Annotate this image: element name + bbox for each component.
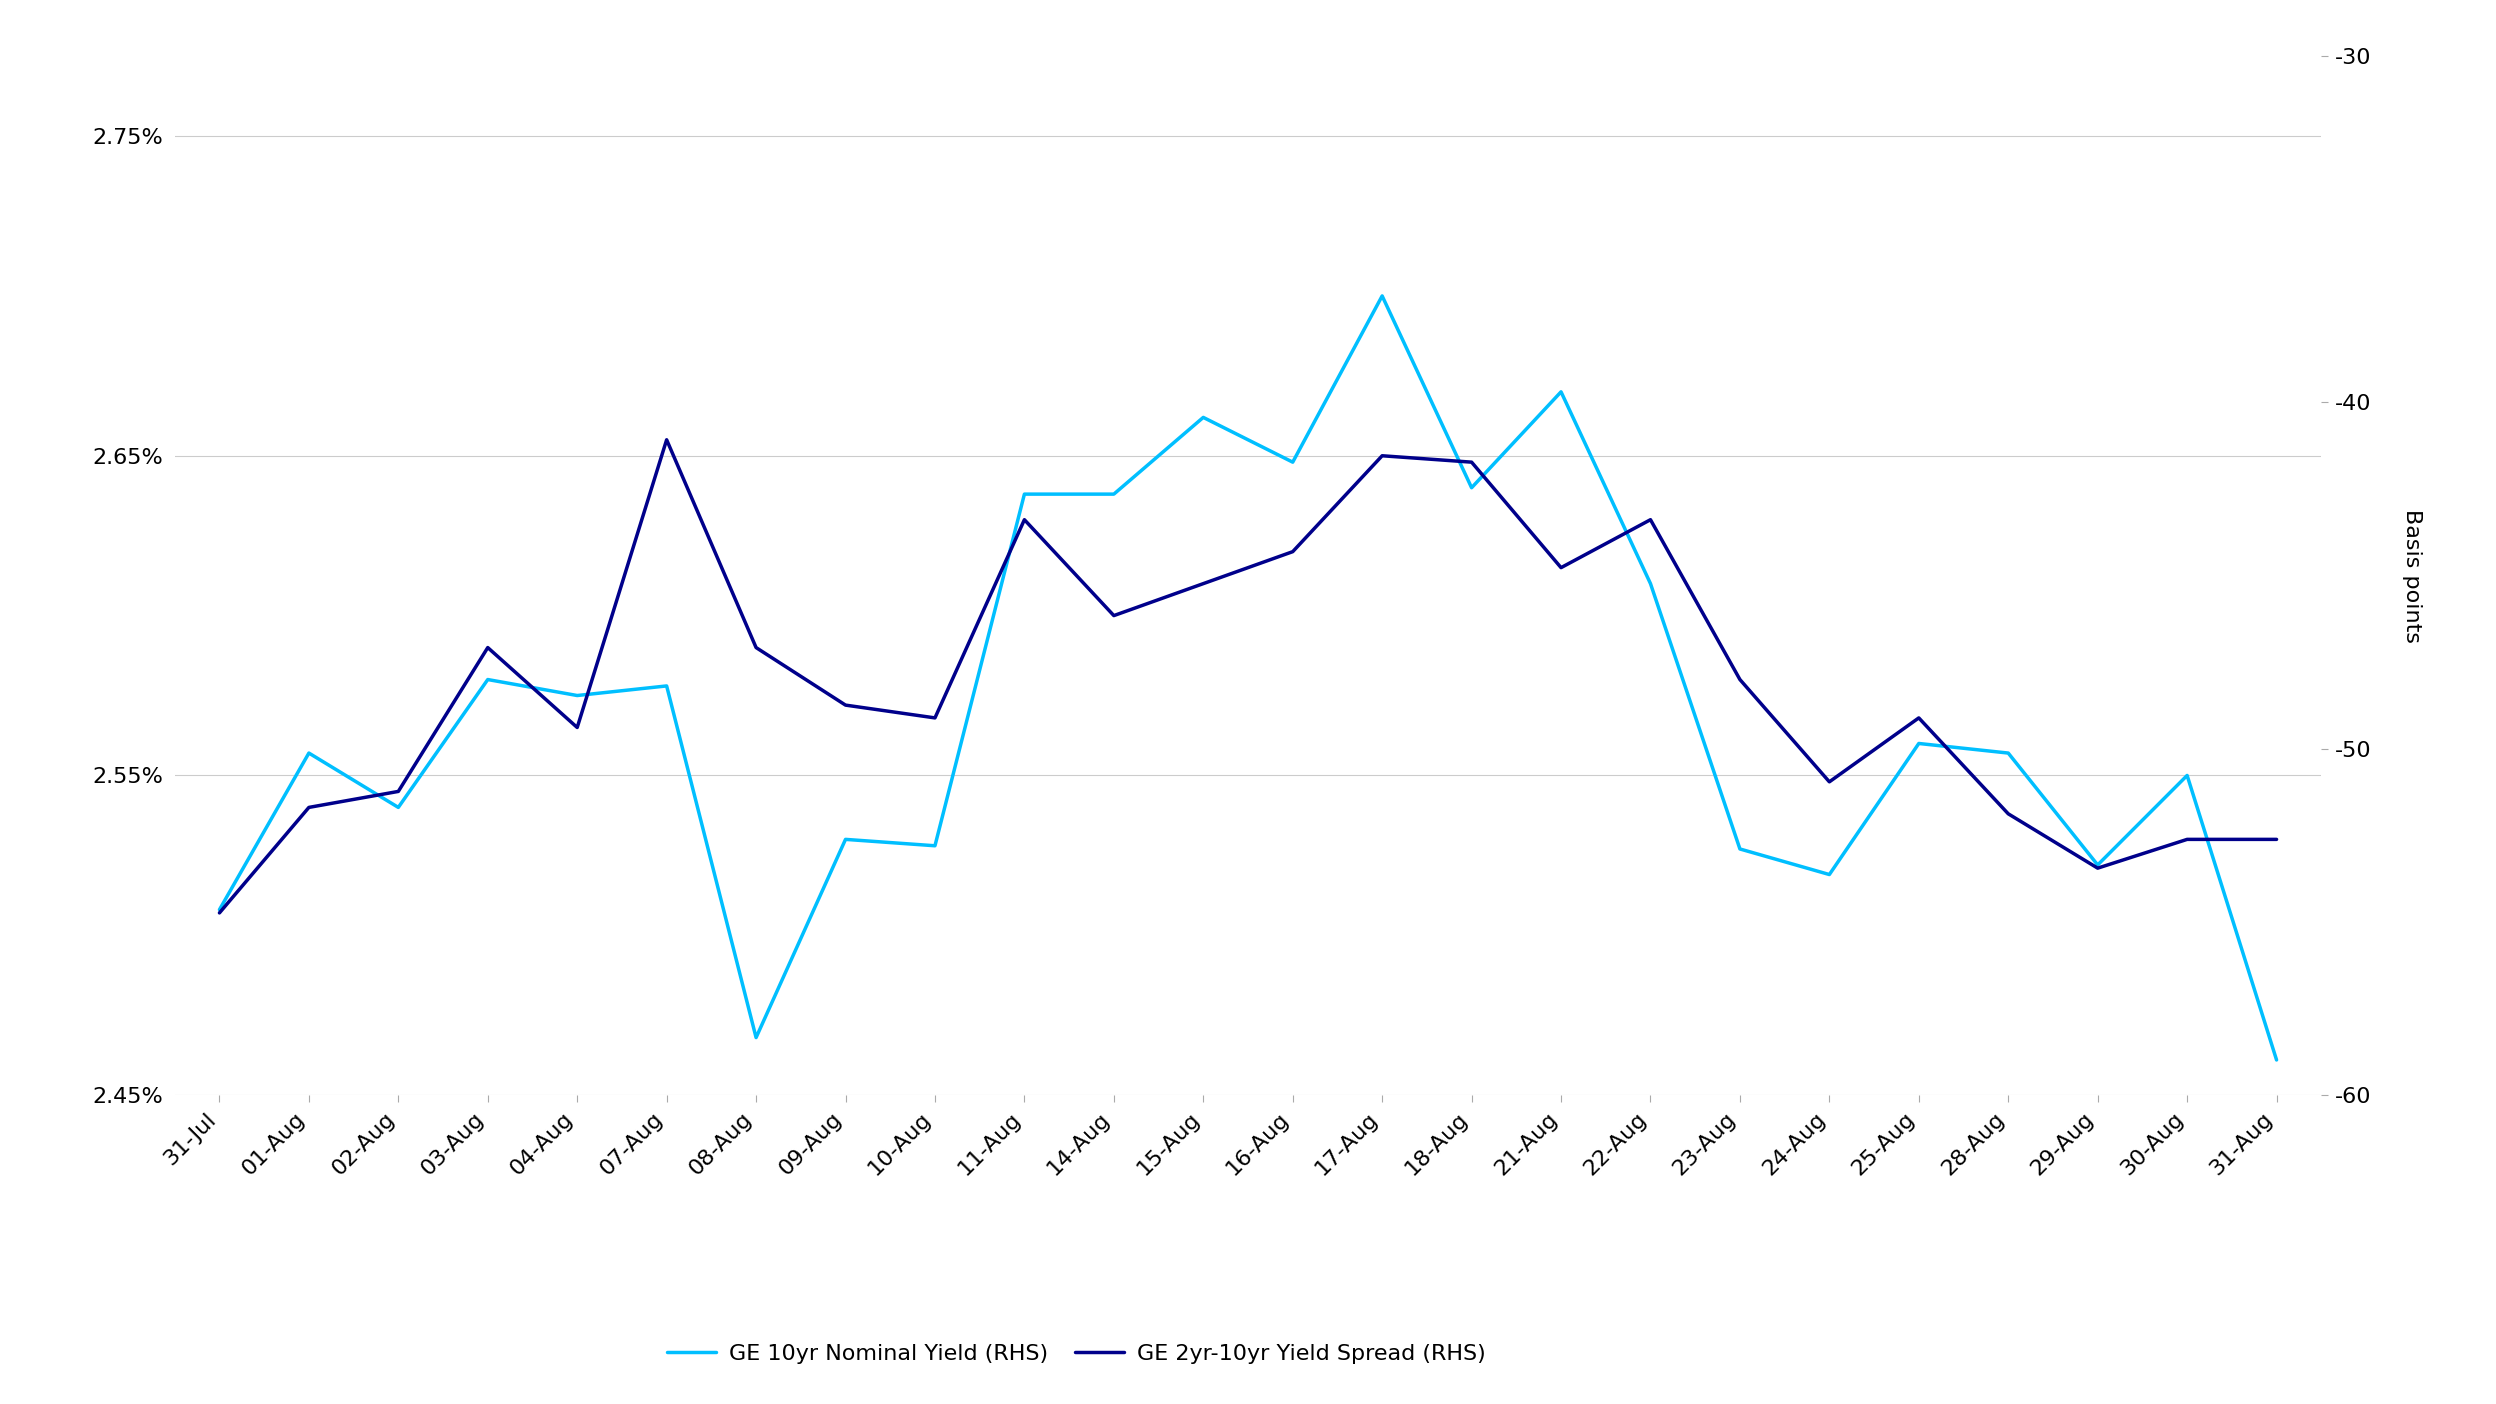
GE 2yr-10yr Yield Spread (RHS) (384, 783, 414, 800)
Y-axis label: Basis points: Basis points (2401, 508, 2421, 643)
GE 10yr Nominal Yield (RHS) (1545, 383, 1575, 400)
GE 10yr Nominal Yield (RHS) (2261, 1052, 2291, 1068)
GE 2yr-10yr Yield Spread (RHS) (1008, 511, 1038, 528)
GE 10yr Nominal Yield (RHS) (651, 678, 681, 695)
GE 2yr-10yr Yield Spread (RHS) (1098, 607, 1128, 623)
GE 2yr-10yr Yield Spread (RHS) (741, 639, 771, 656)
GE 2yr-10yr Yield Spread (RHS) (562, 719, 592, 736)
GE 10yr Nominal Yield (RHS) (472, 671, 502, 688)
GE 2yr-10yr Yield Spread (RHS) (2172, 831, 2201, 848)
GE 10yr Nominal Yield (RHS) (1904, 736, 1934, 753)
GE 2yr-10yr Yield Spread (RHS) (1458, 453, 1488, 470)
GE 2yr-10yr Yield Spread (RHS) (1188, 576, 1218, 592)
GE 10yr Nominal Yield (RHS) (1458, 479, 1488, 496)
GE 10yr Nominal Yield (RHS) (831, 831, 861, 848)
GE 2yr-10yr Yield Spread (RHS) (1725, 671, 1755, 688)
GE 2yr-10yr Yield Spread (RHS) (1994, 806, 2024, 823)
GE 2yr-10yr Yield Spread (RHS) (1815, 774, 1845, 790)
GE 10yr Nominal Yield (RHS) (205, 901, 235, 918)
GE 2yr-10yr Yield Spread (RHS) (205, 904, 235, 921)
GE 10yr Nominal Yield (RHS) (2172, 767, 2201, 783)
GE 10yr Nominal Yield (RHS) (1188, 409, 1218, 425)
GE 2yr-10yr Yield Spread (RHS) (1904, 709, 1934, 726)
GE 2yr-10yr Yield Spread (RHS) (1278, 543, 1308, 560)
GE 10yr Nominal Yield (RHS) (1278, 453, 1308, 470)
GE 10yr Nominal Yield (RHS) (295, 744, 324, 761)
GE 10yr Nominal Yield (RHS) (1994, 744, 2024, 761)
GE 10yr Nominal Yield (RHS) (1368, 288, 1398, 305)
GE 10yr Nominal Yield (RHS) (1008, 486, 1038, 503)
GE 10yr Nominal Yield (RHS) (741, 1029, 771, 1046)
GE 10yr Nominal Yield (RHS) (2082, 856, 2112, 873)
GE 10yr Nominal Yield (RHS) (1098, 486, 1128, 503)
GE 2yr-10yr Yield Spread (RHS) (1635, 511, 1665, 528)
GE 2yr-10yr Yield Spread (RHS) (2261, 831, 2291, 848)
GE 10yr Nominal Yield (RHS) (1635, 576, 1665, 592)
GE 10yr Nominal Yield (RHS) (1815, 866, 1845, 883)
GE 10yr Nominal Yield (RHS) (921, 837, 951, 854)
Legend: GE 10yr Nominal Yield (RHS), GE 2yr-10yr Yield Spread (RHS): GE 10yr Nominal Yield (RHS), GE 2yr-10yr… (659, 1335, 1495, 1373)
Line: GE 10yr Nominal Yield (RHS): GE 10yr Nominal Yield (RHS) (220, 296, 2276, 1060)
GE 2yr-10yr Yield Spread (RHS) (295, 799, 324, 816)
GE 2yr-10yr Yield Spread (RHS) (1545, 559, 1575, 576)
GE 2yr-10yr Yield Spread (RHS) (472, 639, 502, 656)
GE 2yr-10yr Yield Spread (RHS) (921, 709, 951, 726)
GE 2yr-10yr Yield Spread (RHS) (1368, 448, 1398, 465)
GE 2yr-10yr Yield Spread (RHS) (651, 431, 681, 448)
GE 2yr-10yr Yield Spread (RHS) (2082, 859, 2112, 876)
GE 10yr Nominal Yield (RHS) (1725, 841, 1755, 858)
GE 2yr-10yr Yield Spread (RHS) (831, 696, 861, 713)
GE 10yr Nominal Yield (RHS) (562, 687, 592, 703)
Line: GE 2yr-10yr Yield Spread (RHS): GE 2yr-10yr Yield Spread (RHS) (220, 439, 2276, 913)
GE 10yr Nominal Yield (RHS) (384, 799, 414, 816)
